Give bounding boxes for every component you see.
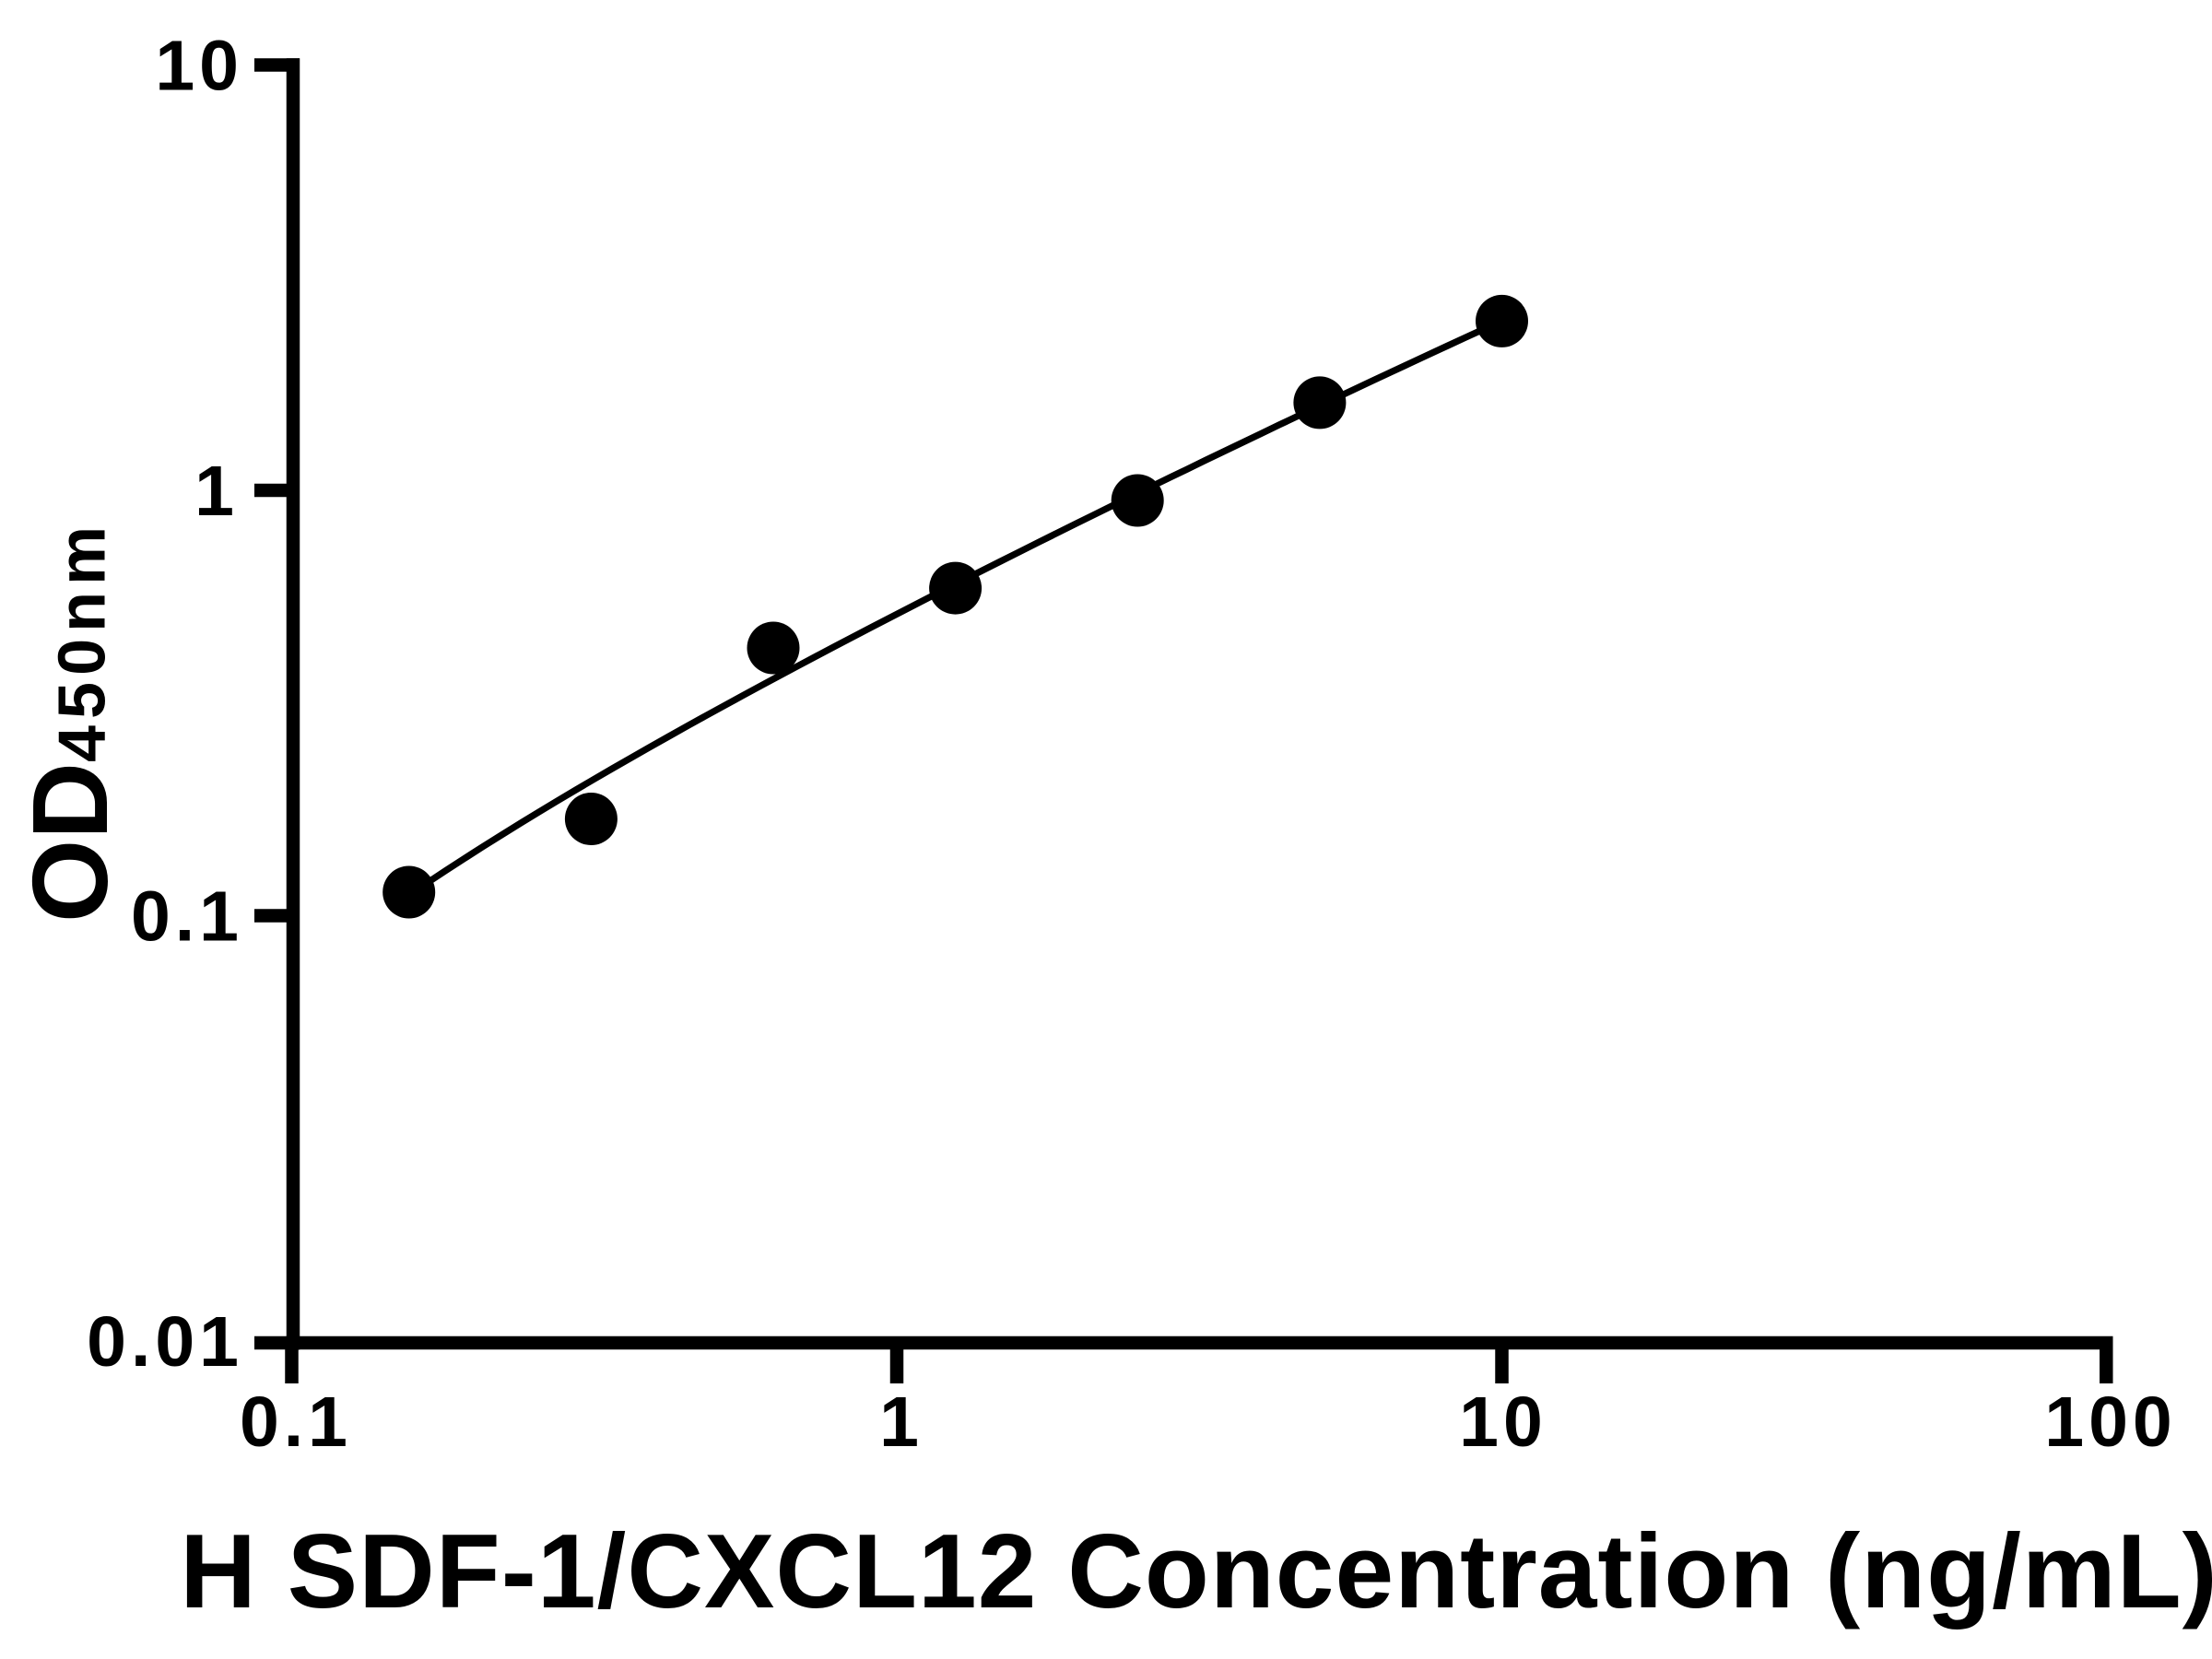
svg-text:1: 1 — [194, 452, 239, 531]
svg-text:H SDF-1/CXCL12 Concentration (: H SDF-1/CXCL12 Concentration (ng/mL) — [180, 1512, 2212, 1630]
svg-text:0.1: 0.1 — [131, 877, 243, 957]
svg-text:10: 10 — [155, 27, 243, 106]
svg-text:10: 10 — [1459, 1382, 1547, 1462]
svg-text:0.1: 0.1 — [240, 1382, 352, 1462]
svg-text:100: 100 — [2044, 1382, 2176, 1462]
svg-text:1: 1 — [879, 1382, 924, 1462]
svg-text:0.01: 0.01 — [87, 1302, 243, 1382]
